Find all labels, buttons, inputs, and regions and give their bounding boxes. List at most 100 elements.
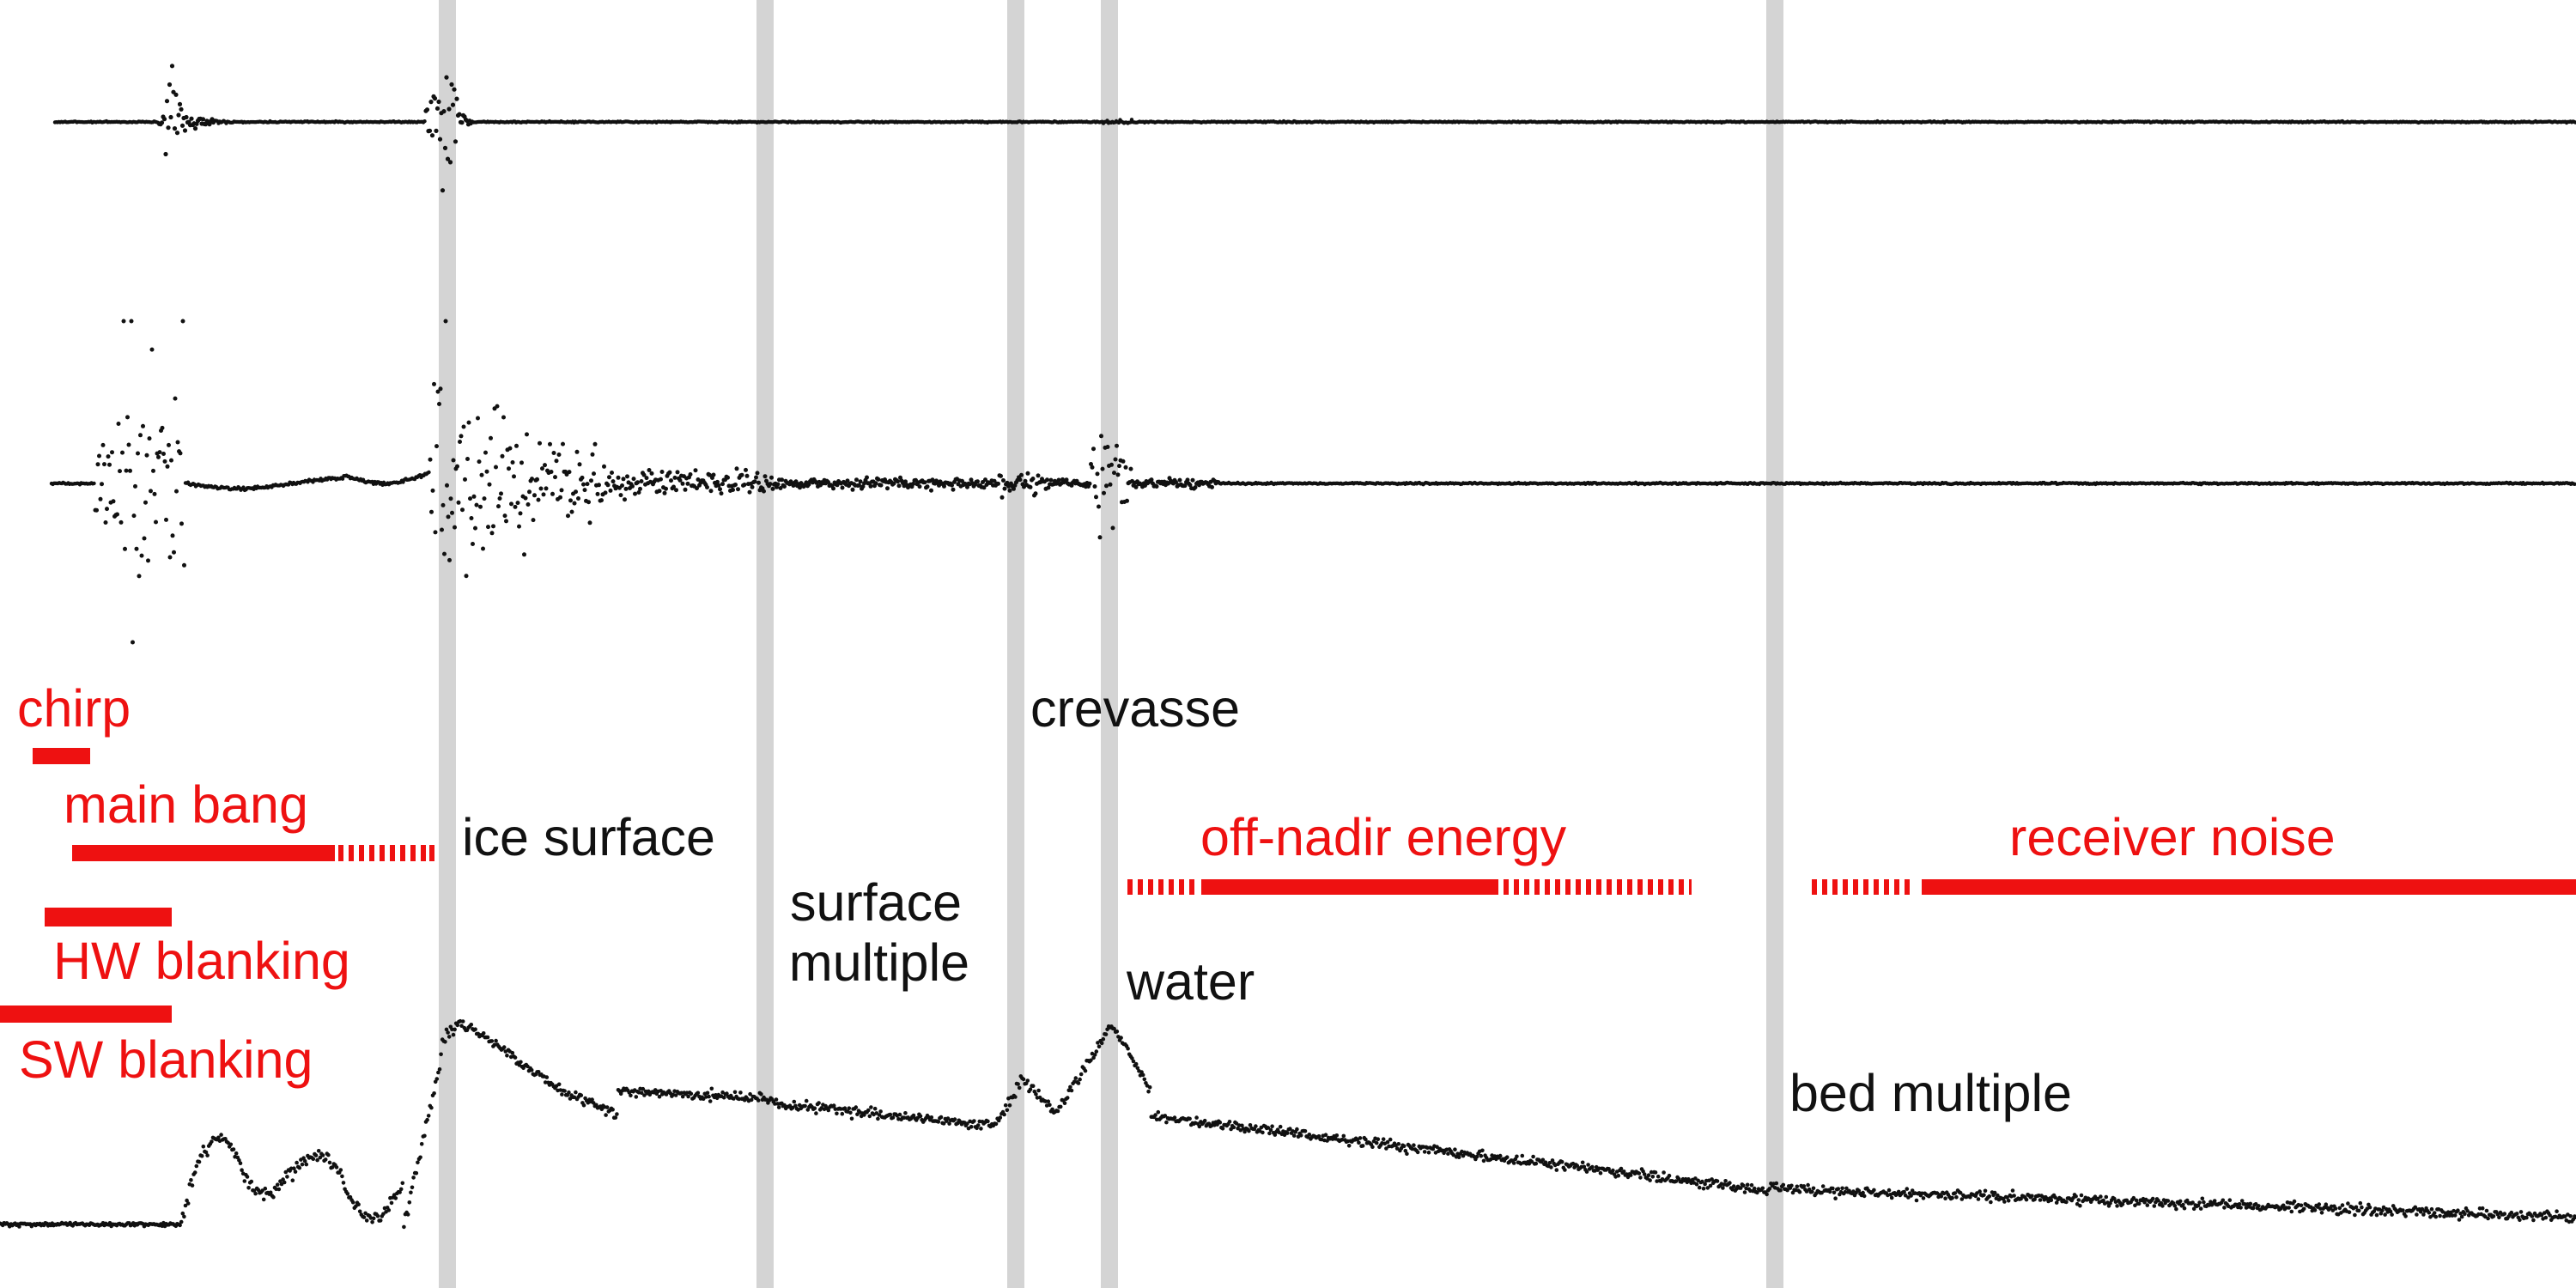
trace-sample	[1370, 1145, 1375, 1149]
trace-sample	[623, 497, 627, 502]
trace-sample	[1291, 1133, 1297, 1138]
trace-sample	[911, 482, 915, 486]
trace-sample	[708, 489, 714, 494]
trace-sample	[199, 1154, 204, 1158]
trace-sample	[455, 1023, 460, 1028]
trace-sample	[873, 481, 878, 486]
trace-sample	[205, 1153, 210, 1157]
trace-sample	[162, 459, 167, 464]
trace-sample	[430, 488, 435, 493]
trace-sample	[189, 116, 194, 121]
trace-sample	[455, 464, 459, 469]
trace-sample	[532, 493, 537, 498]
trace-sample	[707, 1094, 711, 1099]
trace-sample	[94, 507, 99, 513]
trace-sample	[718, 487, 722, 492]
trace-sample	[936, 1120, 941, 1124]
trace-sample	[603, 490, 608, 495]
trace-sample	[1172, 1115, 1177, 1120]
trace-sample	[527, 489, 532, 495]
trace-sample	[998, 1115, 1003, 1120]
trace-sample	[271, 1194, 276, 1200]
trace-sample	[175, 440, 180, 445]
trace-sample	[128, 468, 132, 473]
trace-sample	[878, 483, 884, 488]
trace-sample	[253, 1191, 258, 1196]
trace-sample	[950, 483, 954, 488]
trace-sample	[1401, 1144, 1406, 1149]
trace-sample	[993, 1121, 999, 1127]
trace-sample	[1078, 1077, 1082, 1082]
trace-sample	[159, 120, 165, 125]
marker-crevasse	[1007, 0, 1024, 1288]
trace-sample	[447, 557, 452, 562]
trace-sample	[1112, 471, 1116, 476]
trace-sample	[774, 1097, 779, 1102]
trace-sample	[768, 482, 773, 487]
trace-sample	[194, 1163, 199, 1169]
trace-sample	[509, 501, 513, 507]
trace-sample	[459, 120, 465, 125]
trace-sample	[174, 489, 179, 494]
trace-sample	[190, 1183, 195, 1188]
trace-sample	[133, 483, 137, 489]
trace-sample	[482, 496, 487, 501]
trace-sample	[726, 475, 730, 480]
trace-sample	[611, 1108, 615, 1112]
trace-sample	[1089, 462, 1093, 466]
trace-sample	[635, 480, 640, 485]
trace-sample	[1045, 477, 1049, 483]
trace-sample	[449, 82, 454, 87]
trace-sample	[1405, 1151, 1409, 1156]
trace-sample	[517, 524, 521, 529]
trace-sample	[1456, 1155, 1461, 1159]
trace-sample	[316, 1149, 321, 1153]
trace-sample	[168, 114, 173, 120]
trace-sample	[468, 496, 472, 501]
trace-sample	[1121, 459, 1126, 464]
trace-sample	[888, 1112, 893, 1117]
trace-sample	[481, 546, 485, 551]
trace-sample	[610, 471, 614, 475]
trace-sample	[992, 478, 997, 483]
trace-sample	[447, 106, 452, 112]
trace-sample	[161, 452, 166, 456]
trace-sample	[602, 464, 606, 469]
trace-sample	[942, 483, 946, 489]
trace-sample	[1055, 1109, 1060, 1114]
trace-sample	[445, 483, 449, 488]
trace-sample	[471, 542, 475, 546]
trace-sample	[179, 106, 184, 112]
trace-sample	[999, 495, 1005, 500]
trace-sample	[569, 509, 574, 514]
trace-sample	[495, 404, 500, 409]
trace-sample	[141, 423, 145, 428]
trace-sample	[179, 1219, 184, 1224]
trace-sample	[939, 1115, 944, 1120]
trace-sample	[975, 1123, 981, 1127]
trace-sample	[510, 460, 515, 465]
trace-sample	[1095, 471, 1100, 477]
trace-sample	[597, 483, 601, 488]
trace-sample	[849, 1116, 854, 1121]
trace-sample	[435, 389, 440, 394]
trace-sample	[917, 484, 922, 489]
trace-sample	[419, 1142, 424, 1146]
trace-sample	[1261, 1130, 1265, 1135]
trace-sample	[659, 470, 665, 474]
trace-sample	[124, 468, 129, 473]
trace-sample	[446, 514, 451, 519]
trace-sample	[471, 494, 477, 499]
trace-sample	[448, 496, 453, 501]
trace-top-raw	[52, 64, 2576, 193]
trace-sample	[574, 1090, 578, 1095]
trace-sample	[865, 475, 869, 480]
trace-sample	[840, 485, 845, 490]
trace-sample	[1119, 1036, 1123, 1040]
trace-sample	[110, 450, 114, 455]
trace-sample	[234, 1151, 239, 1156]
trace-sample	[297, 1165, 302, 1170]
trace-sample	[416, 1160, 420, 1165]
trace-sample	[491, 524, 495, 529]
trace-sample	[1007, 488, 1012, 493]
